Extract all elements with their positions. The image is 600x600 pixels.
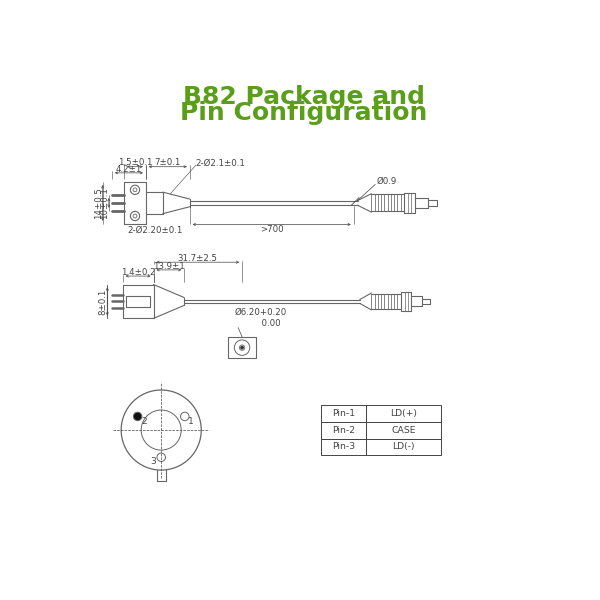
Text: Ø6.20+0.20
          0.00: Ø6.20+0.20 0.00: [235, 308, 287, 328]
Bar: [366, 439, 442, 455]
Circle shape: [241, 347, 243, 349]
Text: CASE: CASE: [392, 425, 416, 434]
Text: 4.2±1: 4.2±1: [116, 164, 142, 173]
Text: 1.4±0.2: 1.4±0.2: [121, 268, 155, 277]
Text: 13.9±1: 13.9±1: [153, 262, 185, 271]
Bar: [228, 337, 256, 358]
Text: 1: 1: [188, 416, 194, 425]
Bar: [322, 439, 366, 455]
Text: 2-Ø2.20±0.1: 2-Ø2.20±0.1: [127, 226, 183, 235]
Text: 1.5±0.1: 1.5±0.1: [118, 158, 152, 167]
Text: Pin Configuration: Pin Configuration: [180, 101, 427, 125]
Text: >700: >700: [260, 224, 284, 233]
Bar: [322, 404, 366, 422]
Text: Pin-1: Pin-1: [332, 409, 355, 418]
Text: LD(+): LD(+): [391, 409, 417, 418]
Text: Pin-2: Pin-2: [332, 425, 355, 434]
Text: 31.7±2.5: 31.7±2.5: [178, 254, 218, 263]
Text: 2-Ø2.1±0.1: 2-Ø2.1±0.1: [196, 158, 246, 167]
Text: 3: 3: [151, 457, 157, 466]
Circle shape: [133, 412, 142, 421]
Text: 7±0.1: 7±0.1: [155, 158, 181, 167]
Bar: [322, 422, 366, 439]
Text: LD(-): LD(-): [392, 442, 415, 451]
Text: B82 Package and: B82 Package and: [182, 85, 425, 109]
Bar: [366, 422, 442, 439]
Text: 10±0.1: 10±0.1: [100, 187, 109, 219]
Text: 2: 2: [141, 416, 146, 425]
Bar: [366, 404, 442, 422]
Text: Ø0.9: Ø0.9: [377, 177, 397, 186]
Text: 8±0.1: 8±0.1: [98, 288, 107, 314]
Text: Pin-3: Pin-3: [332, 442, 355, 451]
Text: 14±0.5: 14±0.5: [94, 187, 103, 219]
